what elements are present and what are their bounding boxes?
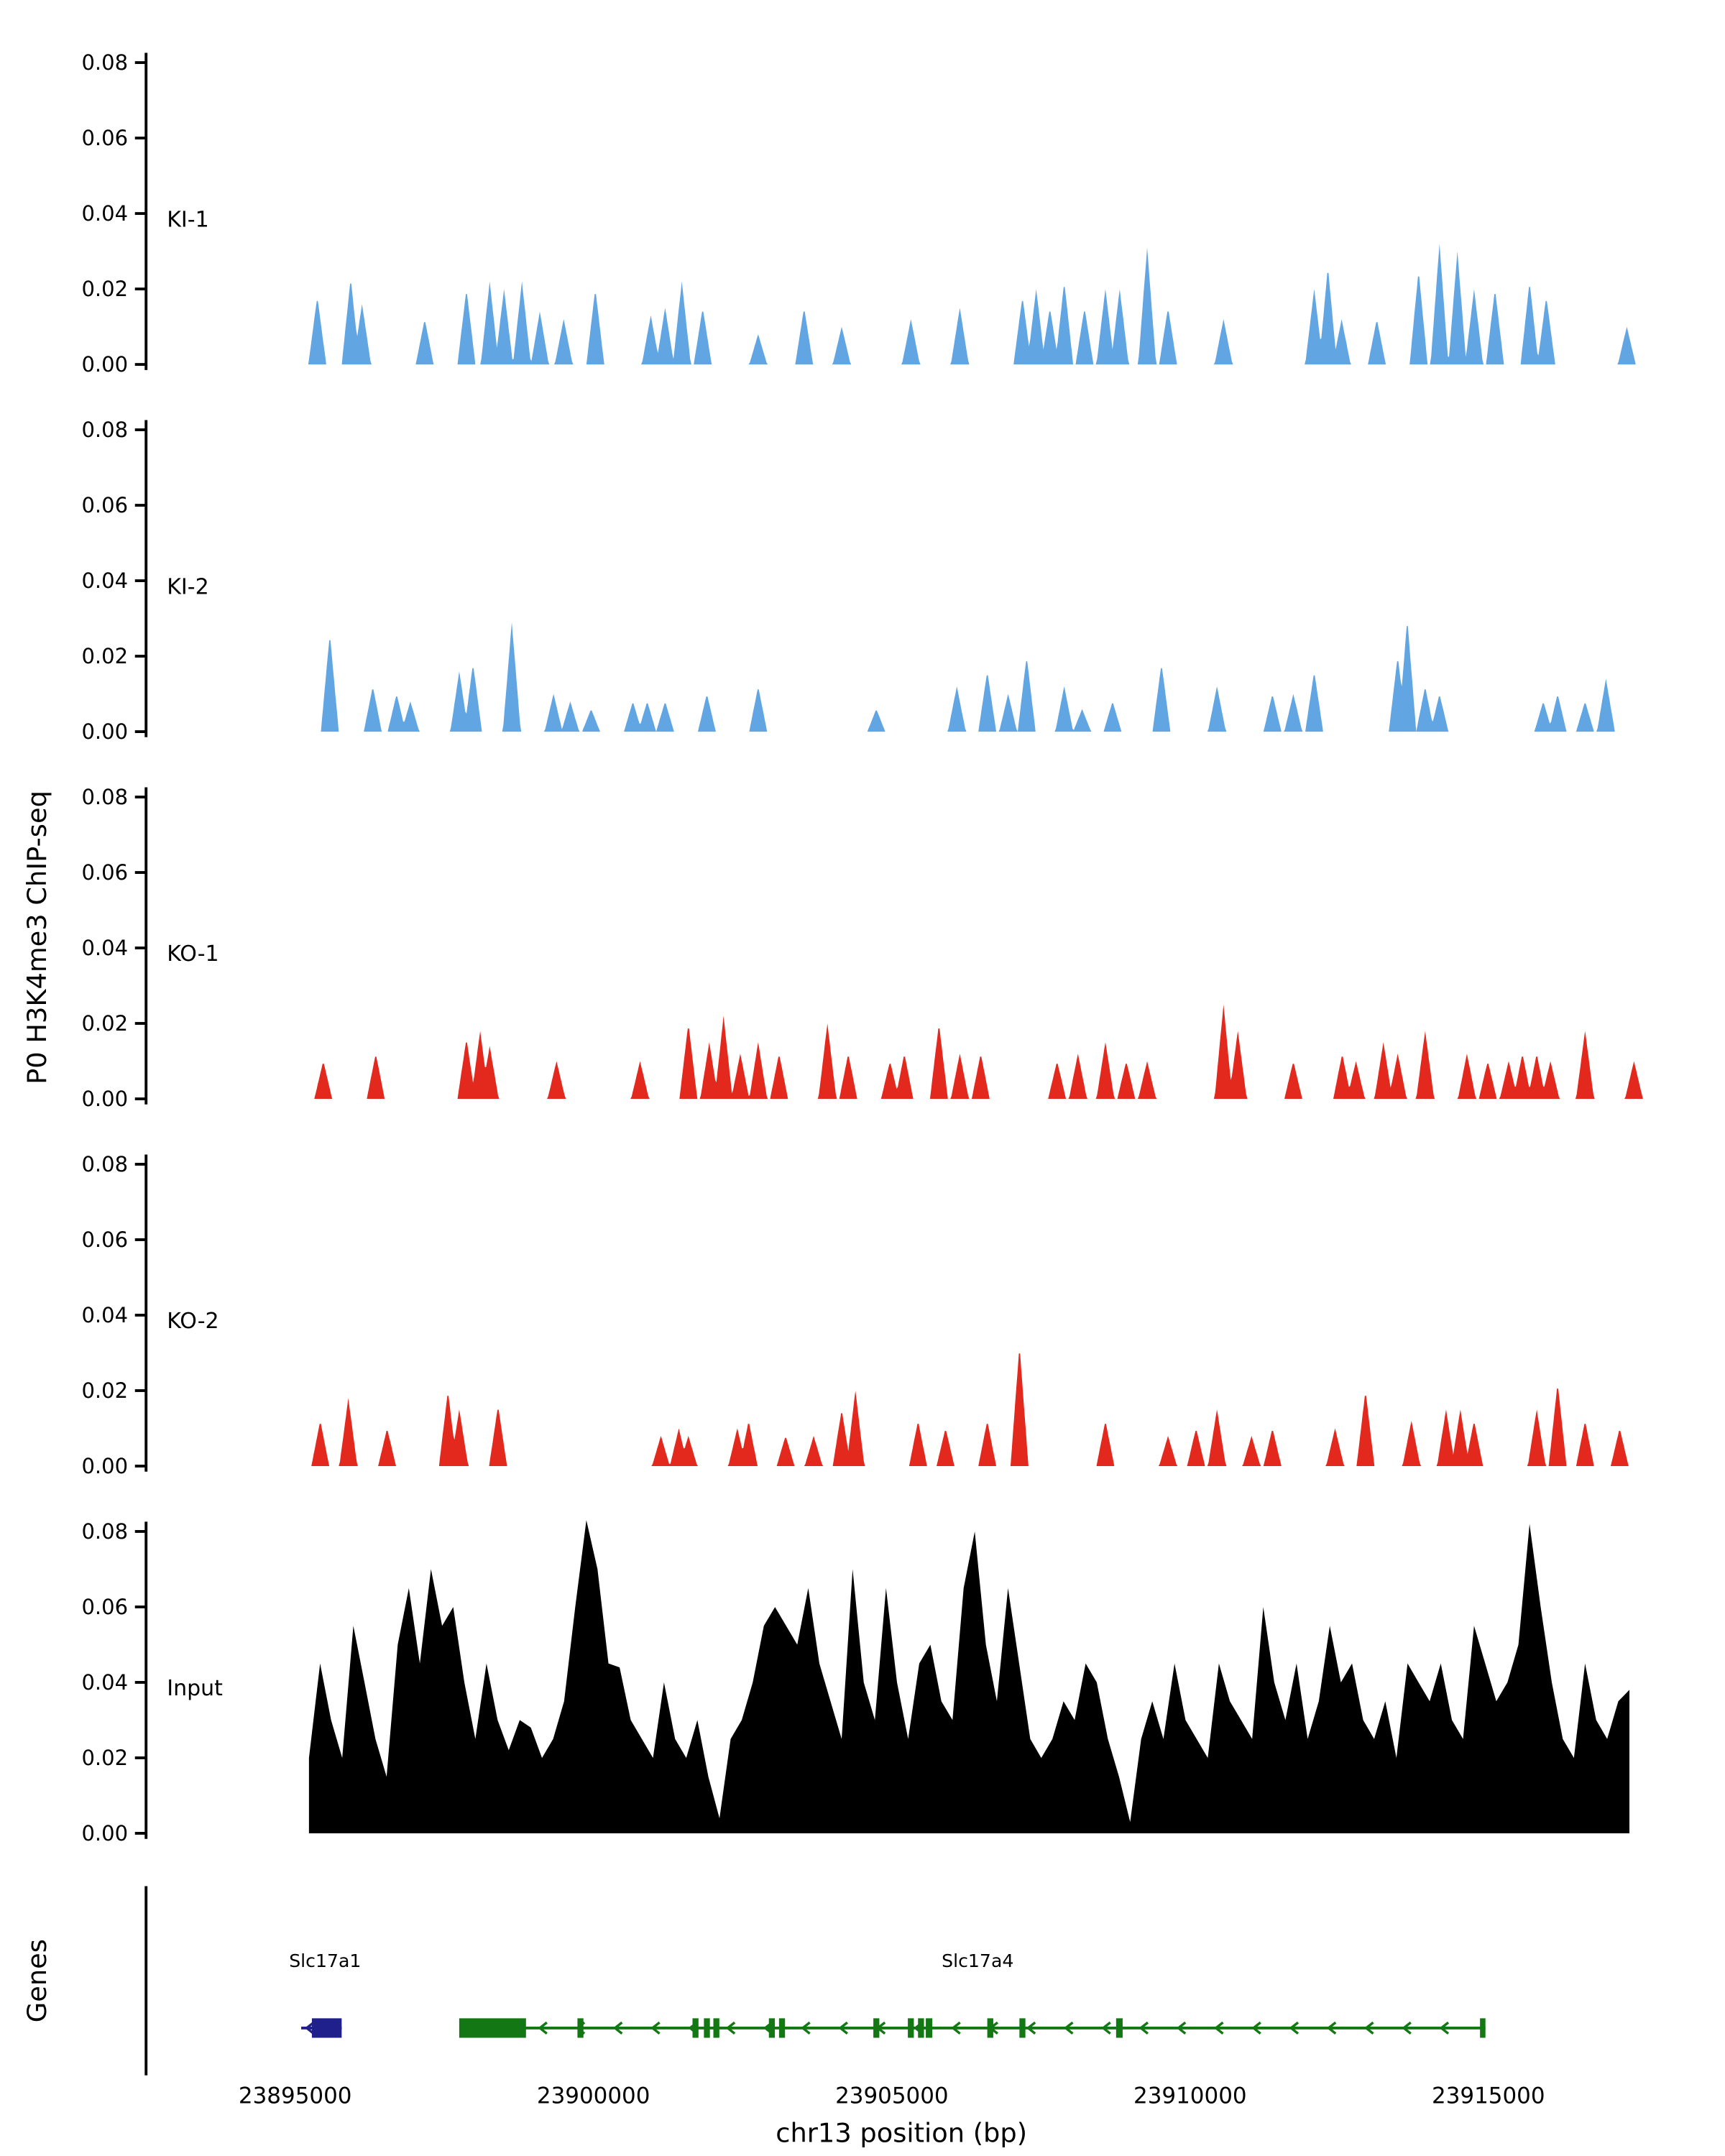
y-axis-title: P0 H3K4me3 ChIP-seq bbox=[22, 791, 52, 1084]
gene-model-slc17a4: Slc17a4 bbox=[459, 1950, 1486, 2038]
track-label: KI-2 bbox=[167, 574, 208, 599]
y-tick-label: 0.00 bbox=[81, 719, 128, 744]
gene-label: Slc17a4 bbox=[942, 1950, 1013, 1971]
gene-exon bbox=[311, 2018, 342, 2038]
signal-area bbox=[308, 1520, 1630, 1833]
y-tick-label: 0.02 bbox=[81, 1378, 128, 1403]
y-tick-label: 0.08 bbox=[81, 1152, 128, 1176]
gene-exon bbox=[459, 2018, 526, 2038]
y-tick-label: 0.04 bbox=[81, 568, 128, 593]
strand-arrow-icon bbox=[725, 2021, 736, 2035]
strand-arrow-icon bbox=[1251, 2021, 1261, 2035]
strand-arrow-icon bbox=[1326, 2021, 1337, 2035]
gene-exon bbox=[1480, 2018, 1486, 2038]
track-input: 0.00 0.02 0.04 0.06 0.08 Input bbox=[81, 1519, 1630, 1846]
strand-arrow-icon bbox=[838, 2021, 848, 2035]
strand-arrow-icon bbox=[1439, 2021, 1450, 2035]
x-tick-label: 23900000 bbox=[537, 2083, 650, 2109]
strand-arrow-icon bbox=[1138, 2021, 1149, 2035]
strand-arrow-icon bbox=[612, 2021, 623, 2035]
gene-exon bbox=[1019, 2018, 1026, 2038]
y-tick-label: 0.06 bbox=[81, 1595, 128, 1619]
signal-area bbox=[311, 1353, 1629, 1466]
x-tick-label: 23895000 bbox=[239, 2083, 352, 2109]
y-tick-label: 0.00 bbox=[81, 352, 128, 377]
strand-arrow-icon bbox=[650, 2021, 661, 2035]
strand-arrow-icon bbox=[801, 2021, 811, 2035]
strand-arrow-icon bbox=[1176, 2021, 1187, 2035]
signal-area bbox=[314, 1004, 1643, 1100]
y-tick-label: 0.06 bbox=[81, 1227, 128, 1252]
x-tick-label: 23915000 bbox=[1432, 2083, 1545, 2109]
genes-panel: Slc17a1 Slc17a4 bbox=[144, 1886, 1486, 2076]
y-tick-label: 0.04 bbox=[81, 1303, 128, 1327]
y-tick-label: 0.02 bbox=[81, 1746, 128, 1770]
signal-tracks: 0.00 0.02 0.04 0.06 0.08 KI-1 0.00 0.02 0.04 0.06… bbox=[81, 50, 1643, 1846]
y-tick-label: 0.04 bbox=[81, 936, 128, 960]
gene-exon bbox=[873, 2018, 880, 2038]
y-tick-label: 0.08 bbox=[81, 1519, 128, 1544]
gene-exon bbox=[908, 2018, 914, 2038]
y-tick-label: 0.06 bbox=[81, 860, 128, 885]
signal-area bbox=[321, 622, 1615, 732]
x-axis-title: chr13 position (bp) bbox=[776, 2118, 1027, 2149]
gene-exon bbox=[918, 2018, 924, 2038]
strand-arrow-icon bbox=[304, 2021, 315, 2035]
gene-exon bbox=[926, 2018, 933, 2038]
gene-exon bbox=[713, 2018, 719, 2038]
y-tick-label: 0.08 bbox=[81, 50, 128, 75]
strand-arrow-icon bbox=[1101, 2021, 1111, 2035]
y-tick-label: 0.06 bbox=[81, 126, 128, 150]
strand-arrow-icon bbox=[538, 2021, 548, 2035]
track-ko-2: 0.00 0.02 0.04 0.06 0.08 KO-2 bbox=[81, 1152, 1629, 1478]
gene-exon bbox=[577, 2018, 584, 2038]
gene-exon bbox=[987, 2018, 993, 2038]
strand-arrow-icon bbox=[1402, 2021, 1412, 2035]
y-tick-label: 0.02 bbox=[81, 277, 128, 301]
track-label: Input bbox=[167, 1676, 223, 1701]
strand-arrow-icon bbox=[951, 2021, 961, 2035]
y-tick-label: 0.02 bbox=[81, 1011, 128, 1036]
gene-exon bbox=[704, 2018, 710, 2038]
y-tick-label: 0.00 bbox=[81, 1454, 128, 1478]
track-ki-2: 0.00 0.02 0.04 0.06 0.08 KI-2 bbox=[81, 418, 1615, 744]
track-label: KI-1 bbox=[167, 207, 208, 232]
track-label: KO-1 bbox=[167, 941, 218, 967]
x-tick-label: 23905000 bbox=[835, 2083, 949, 2109]
gene-label: Slc17a1 bbox=[289, 1950, 361, 1971]
y-tick-label: 0.02 bbox=[81, 644, 128, 668]
gene-model-slc17a1: Slc17a1 bbox=[289, 1950, 361, 2038]
genes-axis-title: Genes bbox=[22, 1939, 52, 2022]
y-tick-label: 0.08 bbox=[81, 418, 128, 442]
gene-exon bbox=[692, 2018, 699, 2038]
gene-exon bbox=[1116, 2018, 1123, 2038]
gene-exon bbox=[778, 2018, 786, 2038]
strand-arrow-icon bbox=[1026, 2021, 1036, 2035]
y-tick-label: 0.04 bbox=[81, 1670, 128, 1695]
x-axis: 23895000 23900000 23905000 23910000 23915000 bbox=[239, 2083, 1545, 2109]
y-tick-label: 0.06 bbox=[81, 493, 128, 517]
y-tick-label: 0.08 bbox=[81, 785, 128, 809]
track-ki-1: 0.00 0.02 0.04 0.06 0.08 KI-1 bbox=[81, 50, 1636, 377]
strand-arrow-icon bbox=[1214, 2021, 1224, 2035]
y-tick-label: 0.00 bbox=[81, 1087, 128, 1111]
y-tick-label: 0.00 bbox=[81, 1821, 128, 1846]
strand-arrow-icon bbox=[1364, 2021, 1374, 2035]
gene-exon bbox=[768, 2018, 776, 2038]
track-ko-1: 0.00 0.02 0.04 0.06 0.08 KO-1 bbox=[81, 785, 1643, 1111]
x-tick-label: 23910000 bbox=[1133, 2083, 1247, 2109]
strand-arrow-icon bbox=[1063, 2021, 1074, 2035]
track-label: KO-2 bbox=[167, 1309, 218, 1334]
strand-arrow-icon bbox=[1289, 2021, 1300, 2035]
y-tick-label: 0.04 bbox=[81, 201, 128, 226]
